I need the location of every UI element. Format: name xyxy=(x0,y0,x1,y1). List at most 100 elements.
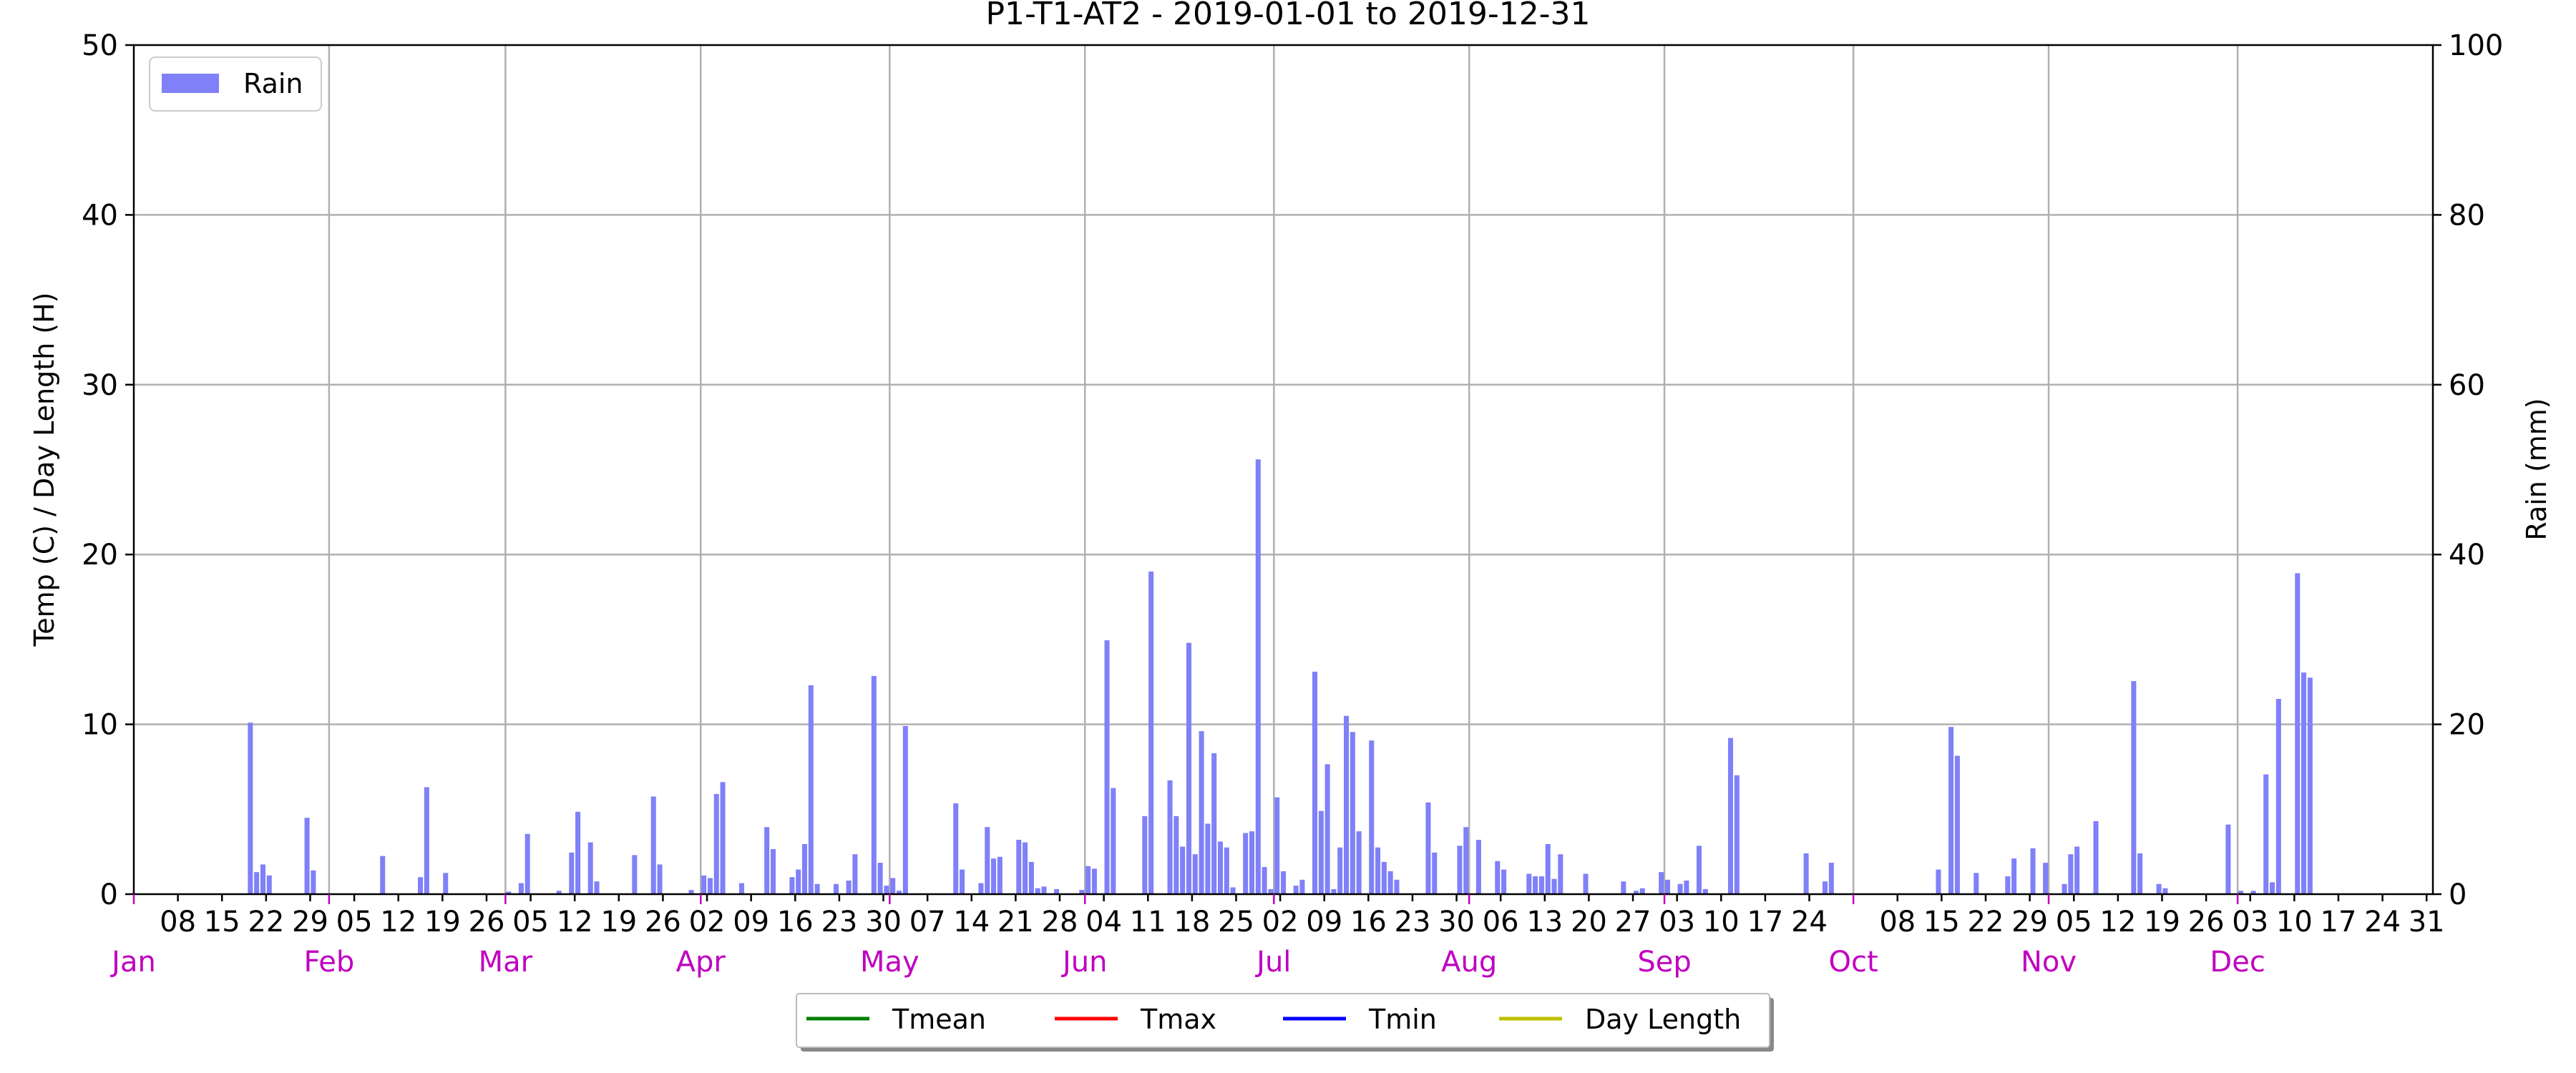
rain-bar xyxy=(2137,853,2143,894)
left-axis-label: Temp (C) / Day Length (H) xyxy=(29,293,60,647)
rain-bar xyxy=(1243,833,1249,894)
rain-bar xyxy=(569,852,575,894)
rain-bar xyxy=(1035,888,1040,894)
day-tick-label: 30 xyxy=(865,906,902,939)
day-tick-label: 12 xyxy=(2099,906,2136,939)
rain-bar xyxy=(1054,888,1060,894)
day-tick-label: 17 xyxy=(1747,906,1783,939)
rain-bar xyxy=(688,890,694,894)
rain-bar xyxy=(1381,861,1387,894)
day-tick-label: 09 xyxy=(1306,906,1342,939)
rain-bar xyxy=(1174,815,1179,894)
rain-bar xyxy=(1463,827,1469,894)
rain-bar xyxy=(248,722,253,894)
rain-bar xyxy=(770,849,776,894)
rain-bar xyxy=(2270,882,2275,894)
day-tick-label: 26 xyxy=(469,906,505,939)
day-tick-label: 19 xyxy=(2144,906,2180,939)
chart-title: P1-T1-AT2 - 2019-01-01 to 2019-12-31 xyxy=(985,0,1590,32)
rain-bar xyxy=(1023,842,1028,894)
rain-bar xyxy=(1318,810,1324,894)
rain-bar xyxy=(1558,854,1563,894)
plot-frame xyxy=(132,44,2434,896)
rain-bar xyxy=(1091,868,1097,894)
rain-bar xyxy=(1211,753,1217,894)
rain-bar xyxy=(1823,881,1828,894)
rain-bar xyxy=(789,877,795,894)
rain-bar xyxy=(1375,847,1381,894)
rain-bar xyxy=(1016,840,1022,894)
right-axis-label: Rain (mm) xyxy=(2521,398,2552,540)
rain-bar xyxy=(1199,731,1204,894)
rain-bar xyxy=(978,883,984,894)
rain-bar xyxy=(1041,886,1047,894)
month-tick-label: Dec xyxy=(2210,946,2265,979)
rain-legend: Rain xyxy=(149,57,322,112)
rain-bar xyxy=(1425,802,1431,894)
rain-bar xyxy=(1280,871,1287,894)
rain-bar xyxy=(738,883,744,894)
day-tick-label: 24 xyxy=(2364,906,2401,939)
day-tick-label: 17 xyxy=(2321,906,2357,939)
day-tick-label: 08 xyxy=(1879,906,1916,939)
day-tick-label: 13 xyxy=(1526,906,1563,939)
rain-bar xyxy=(720,782,726,894)
day-tick-label: 19 xyxy=(424,906,461,939)
rain-bar xyxy=(1583,873,1589,894)
rain-bar xyxy=(1677,883,1683,894)
rain-bar xyxy=(1180,846,1186,894)
rain-bar xyxy=(1545,843,1551,894)
rain-bar xyxy=(2030,848,2036,894)
day-tick-label: 31 xyxy=(2409,906,2445,939)
rain-bar xyxy=(1028,861,1034,894)
rain-bar xyxy=(1331,888,1337,894)
rain-bar xyxy=(997,856,1002,894)
rain-bar xyxy=(1954,755,1960,894)
rain-bar xyxy=(701,875,707,894)
rain-bar xyxy=(1192,854,1198,894)
day-tick-label: 06 xyxy=(1483,906,1519,939)
rain-bars xyxy=(248,459,2313,894)
month-tick-label: Feb xyxy=(303,946,354,979)
rain-bar xyxy=(1475,840,1481,894)
day-tick-label: 19 xyxy=(600,906,637,939)
rain-bar xyxy=(1299,879,1305,894)
rain-bar xyxy=(1344,715,1350,894)
rain-bar xyxy=(1974,873,1979,894)
day-tick-label: 26 xyxy=(645,906,681,939)
day-tick-label: 29 xyxy=(2011,906,2048,939)
rain-bar xyxy=(846,881,852,894)
month-tick-label: Sep xyxy=(1637,946,1691,979)
left-tick-label: 40 xyxy=(82,199,118,232)
rain-bar xyxy=(1249,831,1255,894)
rain-bar xyxy=(2005,876,2011,894)
month-tick-label: Jan xyxy=(109,946,156,979)
rain-bar xyxy=(1551,878,1557,894)
rain-bar xyxy=(2295,573,2301,894)
month-tick-label: Aug xyxy=(1441,946,1497,979)
day-tick-label: 03 xyxy=(2232,906,2268,939)
rain-bar xyxy=(2074,846,2080,894)
rain-bar xyxy=(506,891,512,894)
rain-bar xyxy=(1085,866,1091,894)
rain-bar xyxy=(1387,871,1393,894)
rain-bar xyxy=(852,854,858,894)
day-tick-label: 24 xyxy=(1791,906,1828,939)
rain-bar xyxy=(991,858,997,894)
day-tick-label: 11 xyxy=(1130,906,1166,939)
rain-bar xyxy=(2307,677,2313,894)
rain-bar xyxy=(2162,888,2168,894)
tmax-legend-label: Tmax xyxy=(1140,1004,1216,1035)
day-tick-label: 26 xyxy=(2188,906,2225,939)
rain-bar xyxy=(1696,846,1702,894)
day-tick-label: 05 xyxy=(2056,906,2092,939)
rain-bar xyxy=(2238,891,2244,894)
day-tick-label: 20 xyxy=(1571,906,1607,939)
rain-bar xyxy=(1734,775,1740,894)
rain-bar xyxy=(1432,852,1438,894)
rain-bar xyxy=(1312,672,1318,894)
day-tick-label: 28 xyxy=(1042,906,1078,939)
rain-bar xyxy=(650,796,656,894)
month-tick-label: Nov xyxy=(2021,946,2077,979)
